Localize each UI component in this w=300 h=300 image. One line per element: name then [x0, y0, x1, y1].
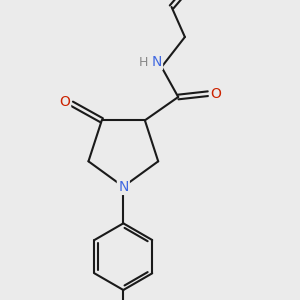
Text: O: O: [59, 95, 70, 109]
Text: N: N: [152, 55, 162, 69]
Text: H: H: [139, 56, 148, 68]
Text: O: O: [210, 87, 221, 101]
Text: N: N: [118, 180, 128, 194]
